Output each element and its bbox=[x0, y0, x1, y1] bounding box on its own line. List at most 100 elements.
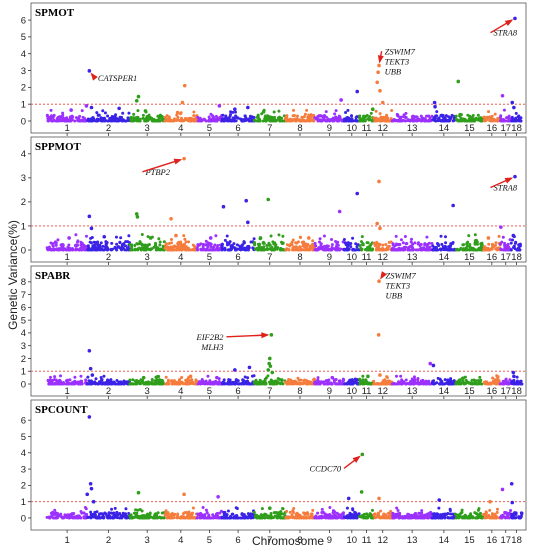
data-point bbox=[144, 248, 148, 252]
x-tick-label: 6 bbox=[235, 535, 240, 546]
data-point bbox=[309, 381, 313, 385]
x-tick-label: 15 bbox=[464, 252, 475, 263]
data-point bbox=[215, 119, 219, 123]
data-point bbox=[74, 243, 78, 247]
data-point bbox=[140, 243, 144, 247]
gene-label: TEKT3 bbox=[385, 56, 410, 66]
data-point bbox=[196, 115, 200, 119]
data-point bbox=[447, 115, 451, 119]
data-point bbox=[434, 119, 438, 123]
data-point bbox=[236, 516, 240, 520]
data-point bbox=[158, 243, 162, 247]
data-point bbox=[225, 234, 229, 238]
peak-point bbox=[377, 63, 381, 68]
data-point bbox=[503, 511, 507, 515]
data-point bbox=[103, 116, 107, 120]
data-point bbox=[204, 119, 208, 123]
peak-point bbox=[174, 233, 178, 238]
data-point bbox=[353, 513, 357, 517]
data-point bbox=[289, 118, 293, 122]
data-point bbox=[378, 112, 382, 116]
data-point bbox=[335, 245, 339, 249]
data-point bbox=[333, 118, 337, 122]
data-point bbox=[310, 118, 314, 122]
data-point bbox=[259, 382, 263, 386]
data-point bbox=[199, 511, 203, 515]
data-point bbox=[370, 248, 374, 252]
x-tick-label: 4 bbox=[178, 123, 183, 134]
y-tick-label: 3 bbox=[21, 173, 26, 184]
data-point bbox=[265, 118, 269, 122]
data-point bbox=[79, 374, 83, 378]
data-point bbox=[416, 382, 420, 386]
data-point bbox=[495, 507, 499, 511]
data-point bbox=[499, 382, 503, 386]
peak-point bbox=[87, 415, 92, 419]
data-point bbox=[159, 115, 163, 119]
data-point bbox=[169, 237, 173, 241]
data-point bbox=[454, 512, 458, 516]
data-point bbox=[95, 510, 99, 514]
peak-point bbox=[148, 236, 153, 240]
data-point bbox=[52, 247, 56, 251]
data-point bbox=[399, 374, 403, 378]
data-point bbox=[399, 382, 403, 386]
data-point bbox=[115, 248, 119, 252]
data-point bbox=[419, 114, 423, 118]
peak-point bbox=[378, 373, 382, 377]
data-point bbox=[176, 243, 180, 247]
peak-point bbox=[182, 492, 186, 497]
data-point bbox=[74, 247, 78, 251]
y-tick-label: 2 bbox=[21, 83, 26, 94]
data-point bbox=[158, 248, 162, 252]
peak-point bbox=[247, 365, 252, 370]
data-point bbox=[474, 379, 478, 383]
data-point bbox=[292, 507, 296, 511]
data-point bbox=[514, 111, 518, 115]
data-point bbox=[214, 512, 218, 516]
data-point bbox=[76, 239, 80, 243]
data-point bbox=[517, 114, 521, 118]
data-point bbox=[233, 110, 237, 114]
peak-point bbox=[431, 363, 436, 368]
x-tick-label: 17 bbox=[500, 252, 511, 263]
peak-point bbox=[500, 93, 505, 98]
data-point bbox=[171, 245, 175, 249]
data-point bbox=[71, 516, 75, 520]
data-point bbox=[252, 237, 256, 241]
data-point bbox=[86, 515, 90, 519]
data-point bbox=[48, 375, 52, 379]
data-point bbox=[348, 119, 352, 123]
data-point bbox=[322, 244, 326, 248]
data-point bbox=[337, 119, 341, 123]
data-point bbox=[379, 515, 383, 519]
data-point bbox=[278, 248, 282, 252]
data-point bbox=[246, 376, 250, 380]
data-point bbox=[299, 235, 303, 239]
data-point bbox=[451, 240, 455, 244]
data-point bbox=[400, 516, 404, 520]
y-tick-label: 5 bbox=[21, 32, 26, 43]
data-point bbox=[400, 378, 404, 382]
data-point bbox=[349, 114, 353, 118]
data-point bbox=[440, 382, 444, 386]
x-tick-label: 10 bbox=[347, 386, 358, 397]
data-point bbox=[265, 244, 269, 248]
x-tick-label: 17 bbox=[500, 123, 511, 134]
data-point bbox=[469, 246, 473, 250]
data-point bbox=[113, 245, 117, 249]
data-point bbox=[384, 248, 388, 252]
y-tick-label: 6 bbox=[21, 15, 26, 26]
data-point bbox=[64, 248, 68, 252]
peak-point bbox=[258, 236, 263, 240]
x-tick-label: 16 bbox=[487, 252, 498, 263]
data-point bbox=[229, 118, 233, 122]
data-point bbox=[227, 382, 231, 386]
data-point bbox=[252, 510, 256, 514]
peak-point bbox=[88, 366, 93, 371]
peak-point bbox=[511, 233, 516, 238]
data-point bbox=[514, 512, 518, 516]
data-point bbox=[390, 109, 394, 113]
data-point bbox=[399, 238, 403, 242]
data-point bbox=[470, 116, 474, 120]
